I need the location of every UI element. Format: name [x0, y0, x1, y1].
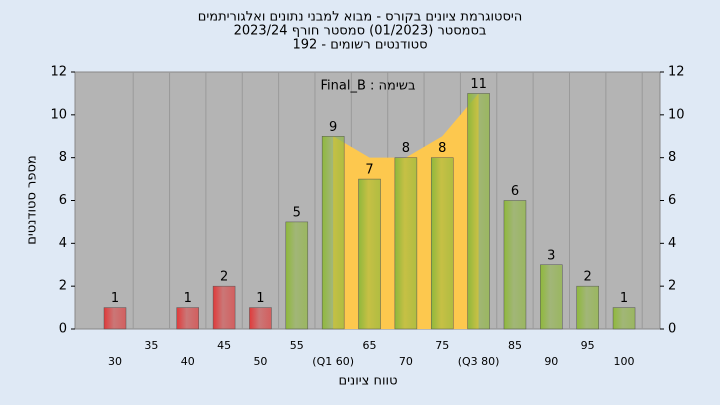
- bar: [576, 285, 599, 330]
- bar: [249, 307, 272, 330]
- x-tick-label: 30: [108, 355, 122, 368]
- x-tick-label: 70: [399, 355, 413, 368]
- data-label: 1: [620, 291, 628, 306]
- y2-tick-label: 4: [668, 236, 676, 251]
- y-tick-label: 6: [59, 193, 67, 208]
- y-tick-label: 2: [59, 279, 67, 294]
- bar: [358, 178, 381, 330]
- bar: [467, 93, 490, 330]
- y-tick-label: 10: [50, 107, 67, 122]
- x-tick-label: 85: [508, 339, 522, 352]
- annotation: Final_B : בשימה: [321, 79, 416, 94]
- y2-tick-label: 2: [668, 279, 676, 294]
- x-tick-label: 65: [363, 339, 377, 352]
- y2-tick-label: 12: [668, 65, 685, 80]
- bar: [176, 307, 199, 330]
- y-tick-label: 8: [59, 150, 67, 165]
- x-tick-label: 90: [544, 355, 558, 368]
- data-label: 6: [511, 184, 519, 199]
- data-label: 1: [256, 291, 264, 306]
- data-label: 7: [365, 163, 373, 178]
- data-label: 1: [184, 291, 192, 306]
- bar: [540, 264, 563, 330]
- data-label: 2: [220, 270, 228, 285]
- x-tick-label: 50: [253, 355, 267, 368]
- data-label: 5: [293, 205, 301, 220]
- data-label: 3: [547, 248, 555, 263]
- data-label: 9: [329, 120, 337, 135]
- x-tick-label: 95: [581, 339, 595, 352]
- data-label: 1: [111, 291, 119, 306]
- bar: [285, 221, 309, 330]
- bar: [503, 200, 527, 330]
- y2-tick-label: 0: [668, 322, 676, 337]
- x-tick-label: 35: [144, 339, 158, 352]
- bar: [394, 157, 418, 330]
- data-label: 8: [438, 141, 446, 156]
- bar: [212, 285, 236, 330]
- y-axis-label: מספר סטודנטים: [25, 155, 40, 245]
- bar: [103, 307, 127, 330]
- x-tick-label: (Q1 60): [312, 355, 354, 368]
- chart-title: היסטוגרמת ציונים בקורס - מבוא למבני נתונ…: [198, 10, 523, 25]
- y-tick-label: 0: [59, 322, 67, 337]
- chart-subtitle: בסמסטר (01/2023) סמסטר חורף 2023/24: [234, 24, 487, 39]
- data-label: 11: [470, 77, 487, 92]
- data-label: 2: [584, 270, 592, 285]
- bar: [612, 307, 636, 330]
- x-tick-label: (Q3 80): [458, 355, 500, 368]
- x-tick-label: 75: [435, 339, 449, 352]
- bar: [430, 157, 454, 330]
- y2-tick-label: 6: [668, 193, 676, 208]
- y2-tick-label: 8: [668, 150, 676, 165]
- chart-subtitle: סטודנטים רשומים - 192: [292, 38, 427, 53]
- x-tick-label: 100: [614, 355, 635, 368]
- y-tick-label: 4: [59, 236, 67, 251]
- y-tick-label: 12: [50, 65, 67, 80]
- x-tick-label: 40: [181, 355, 195, 368]
- bar: [321, 136, 345, 330]
- y2-tick-label: 10: [668, 107, 685, 122]
- x-tick-label: 55: [290, 339, 304, 352]
- data-label: 8: [402, 141, 410, 156]
- x-tick-label: 45: [217, 339, 231, 352]
- x-axis-label: טווח ציונים: [338, 374, 397, 389]
